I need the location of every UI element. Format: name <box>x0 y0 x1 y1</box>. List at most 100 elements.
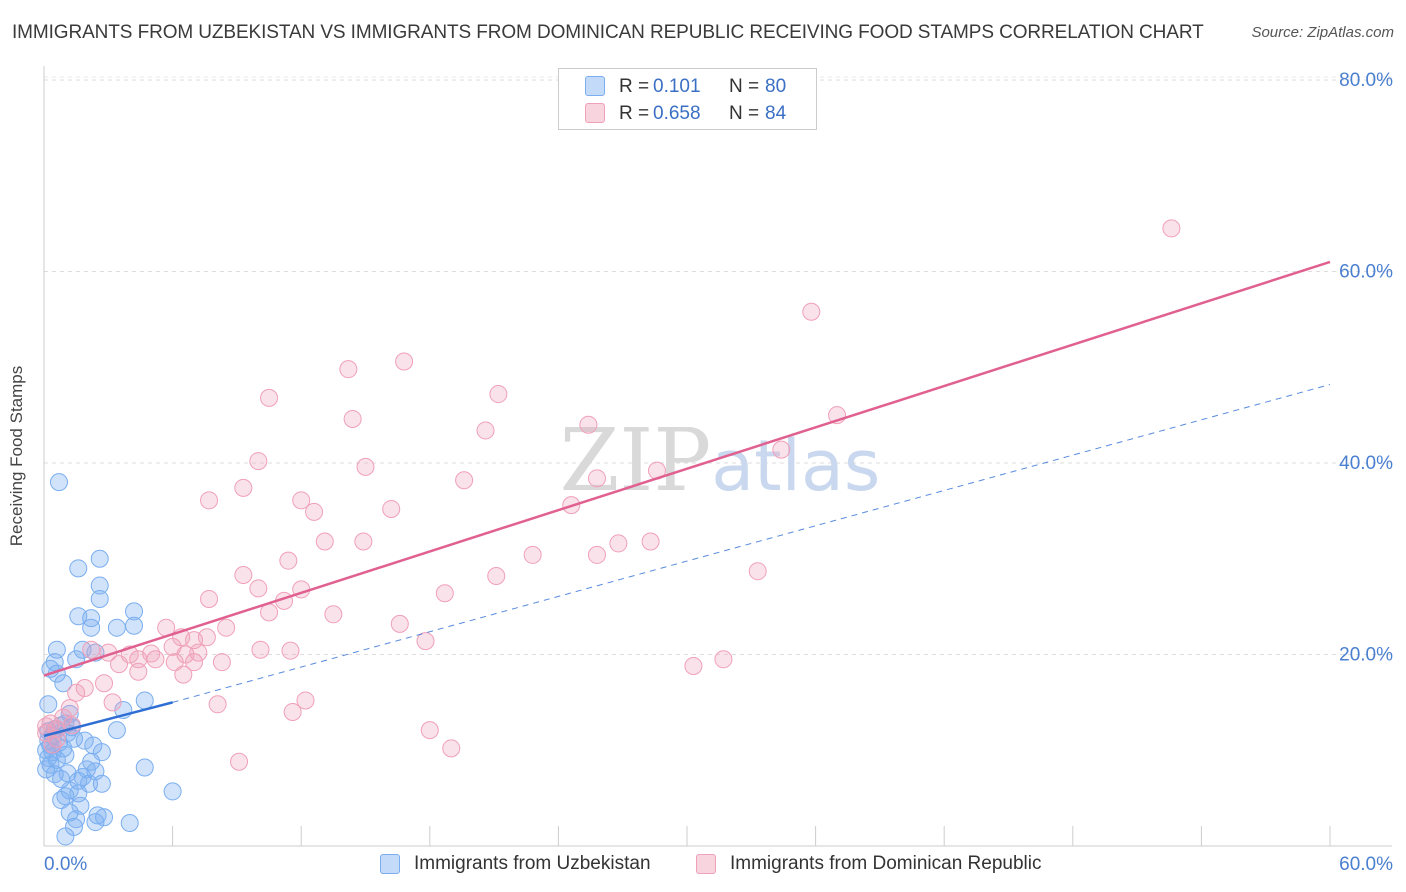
point-series-1-1 <box>802 302 821 321</box>
point-series-0-20 <box>39 695 58 714</box>
point-series-1-75 <box>442 739 461 758</box>
point-series-1-27 <box>587 545 606 564</box>
legend-r-value: 0.658 <box>653 103 701 124</box>
point-series-1-19 <box>305 502 324 521</box>
series-1-points <box>37 219 1181 771</box>
point-series-1-32 <box>249 579 268 598</box>
point-series-1-62 <box>174 665 193 684</box>
point-series-1-4 <box>260 388 279 407</box>
point-series-1-60 <box>714 650 733 669</box>
point-series-0-62 <box>163 782 182 801</box>
point-series-1-12 <box>356 457 375 476</box>
bottom-legend-uzbekistan: Immigrants from Uzbekistan <box>380 852 651 876</box>
point-series-0-64 <box>88 806 107 825</box>
trend-lines <box>43 260 1331 738</box>
legend-n-label: N = <box>729 103 760 124</box>
y-tick-label-1: 40.0% <box>1339 453 1393 474</box>
y-tick-label-0: 20.0% <box>1339 645 1393 666</box>
point-series-0-2 <box>69 559 88 578</box>
point-series-1-63 <box>95 674 114 693</box>
tick-labels: 20.0% 40.0% 60.0% 80.0% 0.0% 60.0% <box>44 70 1393 875</box>
point-series-1-36 <box>435 584 454 603</box>
point-series-0-9 <box>107 618 126 637</box>
point-series-1-59 <box>684 656 703 675</box>
trend-line-series-0 <box>43 701 173 738</box>
point-series-1-31 <box>748 562 767 581</box>
point-series-1-83 <box>189 643 208 662</box>
point-series-1-67 <box>208 695 227 714</box>
legend-swatch-dominican <box>585 103 605 123</box>
point-series-1-7 <box>476 421 495 440</box>
point-series-1-15 <box>455 471 474 490</box>
point-series-1-20 <box>382 499 401 518</box>
point-series-1-13 <box>587 469 606 488</box>
point-series-0-1 <box>90 549 109 568</box>
point-series-0-33 <box>75 731 94 750</box>
legend-n-value: 80 <box>765 76 787 97</box>
point-series-0-55 <box>92 774 111 793</box>
bottom-legend-swatch-uzbekistan <box>380 854 400 874</box>
legend-r-label: R = <box>619 76 650 97</box>
y-tick-label-2: 60.0% <box>1339 262 1393 283</box>
x-tick-label-min: 0.0% <box>44 854 87 875</box>
point-series-0-0 <box>50 473 69 492</box>
point-series-1-11 <box>249 452 268 471</box>
point-series-1-23 <box>354 532 373 551</box>
point-series-1-55 <box>185 653 204 672</box>
point-series-1-26 <box>523 545 542 564</box>
point-series-0-6 <box>82 609 101 628</box>
point-series-1-2 <box>395 352 414 371</box>
point-series-0-66 <box>67 810 86 829</box>
point-series-0-46 <box>37 760 56 779</box>
point-series-1-65 <box>67 683 86 702</box>
point-series-0-63 <box>60 803 79 822</box>
point-series-1-52 <box>142 644 161 663</box>
point-series-1-37 <box>324 605 343 624</box>
point-series-0-70 <box>56 827 75 846</box>
point-series-1-34 <box>200 589 219 608</box>
legend-n-value: 84 <box>765 103 787 124</box>
point-series-0-41 <box>56 746 75 765</box>
point-series-1-22 <box>315 532 334 551</box>
point-series-0-4 <box>90 589 109 608</box>
point-series-1-39 <box>390 614 409 633</box>
point-series-1-44 <box>197 628 216 647</box>
trend-extension-series-0 <box>172 384 1331 703</box>
point-series-1-45 <box>416 632 435 651</box>
point-series-0-29 <box>107 721 126 740</box>
point-series-1-25 <box>641 532 660 551</box>
point-series-0-65 <box>95 808 114 827</box>
y-tick-label-3: 80.0% <box>1339 70 1393 91</box>
source-label: Source: ZipAtlas.com <box>1251 24 1394 41</box>
x-tick-label-max: 60.0% <box>1339 854 1393 875</box>
point-series-1-0 <box>1162 219 1181 238</box>
point-series-1-29 <box>487 566 506 585</box>
point-series-1-6 <box>343 409 362 428</box>
legend-n-label: N = <box>729 76 760 97</box>
point-series-1-56 <box>212 653 231 672</box>
point-series-1-38 <box>260 603 279 622</box>
point-series-1-41 <box>217 618 236 637</box>
point-series-1-69 <box>283 702 302 721</box>
point-series-1-8 <box>579 415 598 434</box>
watermark: ZIPatlas <box>560 411 881 511</box>
point-series-1-78 <box>43 735 62 754</box>
point-series-1-46 <box>251 640 270 659</box>
point-series-1-47 <box>281 641 300 660</box>
legend-r-label: R = <box>619 103 650 124</box>
watermark-atlas: atlas <box>711 425 880 507</box>
point-series-1-64 <box>75 679 94 698</box>
point-series-1-82 <box>82 640 101 659</box>
point-series-0-8 <box>82 618 101 637</box>
point-series-1-17 <box>200 491 219 510</box>
legend-r-value: 0.101 <box>653 76 701 97</box>
point-series-1-18 <box>292 491 311 510</box>
point-series-1-5 <box>489 385 508 404</box>
point-series-1-61 <box>129 662 148 681</box>
point-series-0-68 <box>120 814 139 833</box>
point-series-1-79 <box>103 693 122 712</box>
point-series-1-76 <box>230 752 249 771</box>
stats-legend: R = 0.101 N = 80 R = 0.658 N = 84 <box>558 68 817 130</box>
point-series-1-58 <box>165 653 184 672</box>
